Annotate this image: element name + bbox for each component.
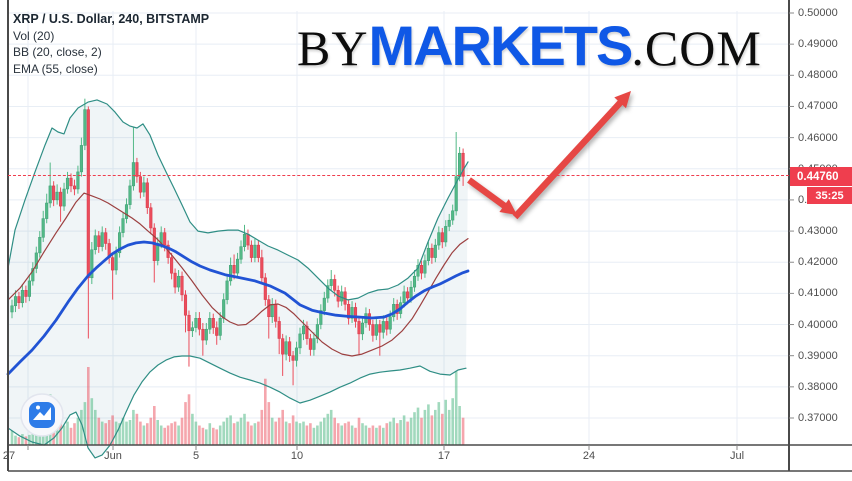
price-axis-label: 0.49000 (798, 38, 838, 51)
arrowhead-icon (499, 199, 517, 215)
ema-line (6, 240, 470, 376)
price-axis-label: 0.38000 (798, 380, 838, 393)
time-axis-label: Jul (729, 450, 745, 462)
bb-upper-line (7, 99, 469, 301)
price-axis-label: 0.39000 (798, 349, 838, 362)
price-axis-label: 0.41000 (798, 287, 838, 300)
bar-countdown-badge: 35:25 (807, 187, 852, 204)
brand-com: .COM (631, 20, 762, 76)
price-axis-label: 0.42000 (798, 256, 838, 269)
time-axis-label: 24 (582, 450, 596, 462)
last-price-badge: 0.44760 (790, 167, 852, 186)
time-axis-label: 17 (437, 450, 451, 462)
candles-layer (10, 98, 465, 386)
legend-item-bollinger[interactable]: BB (20, close, 2) (13, 45, 102, 59)
bb-basis-line (7, 192, 469, 357)
symbol-title[interactable]: XRP / U.S. Dollar, 240, BITSTAMP (13, 12, 210, 26)
bymarkets-watermark: BY MARKETS .COM (297, 13, 762, 78)
price-axis-label: 0.43000 (798, 225, 838, 238)
price-axis-label: 0.40000 (798, 318, 838, 331)
time-axis-label: 27 (2, 450, 16, 462)
price-axis-label: 0.37000 (798, 412, 838, 424)
bollinger-band-fill (8, 99, 468, 458)
chart-legend: XRP / U.S. Dollar, 240, BITSTAMP Vol (20… (13, 11, 209, 77)
chart-glyph-icon (33, 407, 51, 420)
last-price-line (8, 175, 789, 176)
chart-frame (7, 0, 852, 472)
time-axis-label: Jun (104, 450, 122, 462)
trend-forecast-arrow (467, 91, 631, 220)
legend-item-volume[interactable]: Vol (20) (13, 28, 55, 43)
brand-by: BY (297, 20, 369, 76)
price-axis-label: 0.47000 (798, 100, 838, 113)
brand-markets: MARKETS (368, 14, 633, 77)
time-axis[interactable]: 27 Jun 5 10 17 24 Jul (0, 445, 789, 471)
price-axis[interactable]: 0.500000.490000.480000.470000.460000.450… (789, 0, 852, 471)
bb-lower-line (7, 355, 467, 459)
price-axis-label: 0.46000 (798, 131, 838, 144)
tradingview-logo[interactable] (20, 393, 64, 437)
time-axis-label: 10 (290, 450, 304, 462)
price-axis-label: 0.48000 (798, 69, 838, 82)
legend-item-ema[interactable]: EMA (55, close) (13, 61, 98, 76)
price-axis-label: 0.50000 (798, 7, 838, 19)
arrowhead-icon (614, 91, 631, 109)
volume-layer (10, 367, 465, 445)
time-axis-label: 5 (192, 450, 200, 462)
